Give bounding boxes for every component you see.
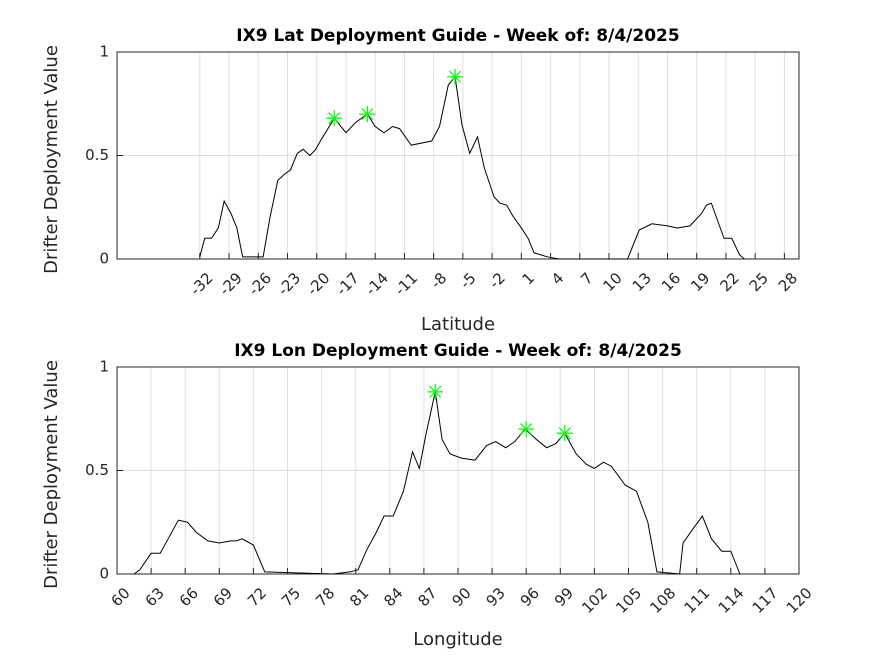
x-tick-label: 99	[551, 584, 577, 610]
x-tick-label: -17	[333, 269, 363, 299]
y-tick-label: 0.5	[85, 461, 109, 479]
chart-title: IX9 Lat Deployment Guide - Week of: 8/4/…	[236, 26, 679, 46]
y-tick-label: 0	[99, 250, 109, 268]
x-tick-label: 10	[600, 269, 626, 295]
x-tick-label: -11	[391, 269, 421, 299]
peak-marker	[359, 106, 376, 123]
y-tick-label: 1	[99, 43, 109, 61]
x-tick-label: 22	[716, 269, 742, 295]
x-tick-label: 28	[775, 269, 801, 295]
x-tick-label: 117	[749, 584, 782, 617]
x-tick-label: 96	[517, 584, 543, 610]
peak-marker	[518, 421, 535, 438]
x-tick-label: -5	[456, 269, 479, 292]
x-tick-label: 93	[483, 584, 509, 610]
x-tick-label: 108	[646, 584, 679, 617]
x-tick-label: 60	[108, 584, 134, 610]
x-tick-label: 114	[715, 584, 748, 617]
x-tick-label: -26	[245, 269, 275, 299]
x-tick-label: -14	[362, 269, 392, 299]
x-tick-label: 19	[687, 269, 713, 295]
x-tick-label: 75	[278, 584, 304, 610]
x-tick-label: -32	[187, 269, 217, 299]
data-line	[199, 75, 745, 260]
x-tick-label: -29	[216, 269, 246, 299]
y-tick-label: 0.5	[85, 146, 109, 164]
y-tick-label: 0	[99, 565, 109, 583]
x-tick-label: 120	[783, 584, 816, 617]
x-tick-label: 78	[312, 584, 338, 610]
chart-title: IX9 Lon Deployment Guide - Week of: 8/4/…	[234, 341, 682, 361]
x-tick-label: 84	[380, 584, 406, 610]
x-tick-label: 7	[577, 269, 596, 288]
x-tick-label: 25	[746, 269, 772, 295]
y-axis-label: Drifter Deployment Value	[41, 45, 62, 274]
x-tick-label: 16	[658, 269, 684, 295]
x-tick-label: 90	[449, 584, 475, 610]
x-tick-label: 102	[578, 584, 611, 617]
y-tick-label: 1	[99, 358, 109, 376]
x-tick-label: 87	[414, 584, 440, 610]
x-axis-label: Latitude	[421, 314, 495, 335]
x-tick-label: 69	[210, 584, 236, 610]
axes-box	[116, 366, 800, 575]
x-tick-label: -8	[427, 269, 450, 292]
x-tick-label: 63	[142, 584, 168, 610]
x-tick-label: -23	[274, 269, 304, 299]
x-tick-label: 1	[519, 269, 538, 288]
x-tick-label: 66	[176, 584, 202, 610]
x-tick-label: 111	[680, 584, 713, 617]
peak-marker	[556, 425, 573, 442]
x-axis-label: Longitude	[413, 629, 503, 650]
x-tick-label: -2	[486, 269, 509, 292]
peak-marker	[447, 68, 464, 85]
x-tick-label: 4	[548, 269, 567, 288]
peak-marker	[326, 110, 343, 127]
x-tick-label: 13	[629, 269, 655, 295]
data-line	[133, 391, 741, 575]
peak-marker	[427, 383, 444, 400]
x-tick-label: 81	[346, 584, 372, 610]
x-tick-label: 72	[244, 584, 270, 610]
x-tick-label: 105	[612, 584, 645, 617]
axes-box	[116, 51, 800, 260]
x-tick-label: -20	[303, 269, 333, 299]
y-axis-label: Drifter Deployment Value	[41, 360, 62, 589]
